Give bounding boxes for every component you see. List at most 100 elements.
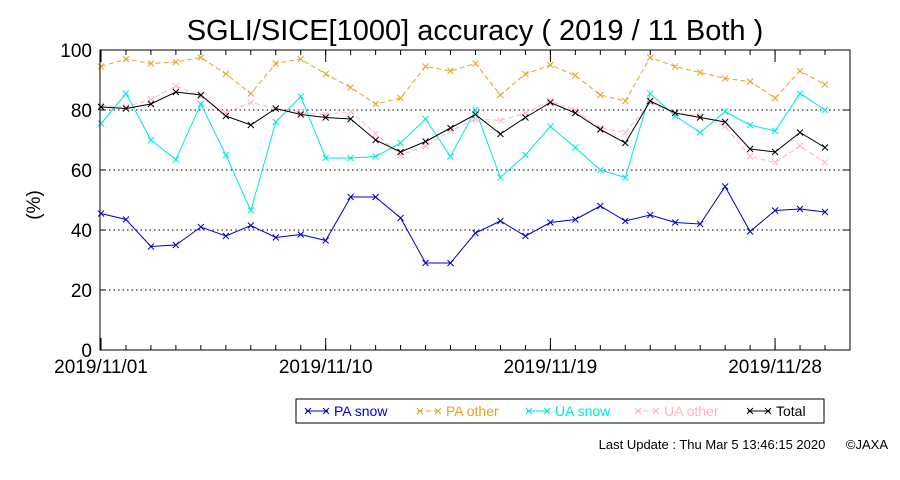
data-point [322,154,330,162]
data-point [671,112,679,120]
data-point [721,183,729,190]
data-point [247,222,255,229]
series-layer [97,54,829,267]
data-point [671,63,679,70]
y-tick-label: 20 [71,281,92,302]
data-point [197,54,205,61]
data-point [422,115,429,123]
data-point [347,193,355,201]
data-point [497,91,504,99]
data-point [297,93,305,100]
legend-item-pa-other: PA other [416,403,499,419]
legend-marker [304,407,312,415]
legend-marker [652,407,660,415]
data-point [372,193,379,201]
data-point [397,151,404,159]
data-point [247,121,255,129]
data-point [347,108,355,115]
data-point [771,159,779,166]
data-point [621,129,629,136]
x-tick-label: 2019/11/10 [279,357,373,378]
data-point [821,159,829,166]
data-point [322,237,330,244]
legend-label: UA snow [555,403,611,419]
data-point [571,216,579,223]
data-point [172,82,180,90]
data-point [696,114,704,121]
data-point [596,124,604,132]
data-point [272,105,280,112]
legend: PA snow PA other UA snow UA other Total [295,398,825,424]
data-point [472,229,479,237]
data-point [372,136,379,144]
legend-marker [322,407,330,415]
data-point [796,205,804,213]
data-point [821,208,829,216]
data-point [147,100,155,108]
data-point [297,55,305,63]
data-point [796,142,804,150]
data-point [297,111,305,118]
data-point [322,70,330,78]
data-point [222,109,230,117]
legend-marker [525,407,533,415]
data-point [621,217,629,225]
data-point [721,75,729,82]
data-point [122,103,130,111]
data-point [372,153,379,160]
data-point [571,144,579,151]
data-point [397,148,404,156]
data-point [397,94,404,102]
plot-area [99,49,851,351]
data-point [796,129,804,136]
data-point [347,115,355,123]
data-point [646,211,654,219]
data-point [397,214,404,222]
x-axis: 2019/11/01 2019/11/10 2019/11/19 2019/11/28 [54,50,826,378]
data-point [472,111,479,118]
data-point [97,120,105,127]
data-point [821,81,829,88]
data-point [671,109,679,117]
data-point [771,94,779,102]
data-point [447,124,454,132]
data-point [821,144,829,151]
data-point [97,103,105,111]
data-point [721,118,729,126]
data-point [596,202,604,210]
data-point [347,84,355,91]
data-point [447,67,454,75]
data-point [147,136,155,144]
data-point [646,54,654,61]
data-point [621,139,629,147]
data-point [147,243,155,250]
series-pa-other [97,54,829,108]
data-point [796,90,804,97]
data-point [596,91,604,99]
data-point [272,118,280,126]
legend-marker [416,407,424,415]
data-point [547,219,554,226]
y-axis-label: (%) [24,190,45,220]
legend-label: UA other [664,403,719,419]
data-point [247,99,255,106]
y-tick-label: 100 [60,41,92,62]
series-line [100,85,826,164]
data-point [821,106,829,114]
y-axis: 0 20 40 60 80 100 [60,41,850,362]
gridlines [100,109,850,291]
data-point [172,156,180,163]
series-ua-snow [97,90,829,214]
y-tick-label: 0 [81,341,92,362]
data-point [422,138,429,145]
data-point [721,108,729,115]
data-point [696,220,704,228]
data-point [272,60,280,67]
data-point [596,166,604,174]
series-line [100,185,826,264]
data-point [197,91,205,99]
legend-item-ua-snow: UA snow [525,403,611,419]
series-line [100,92,826,212]
data-point [247,207,255,214]
